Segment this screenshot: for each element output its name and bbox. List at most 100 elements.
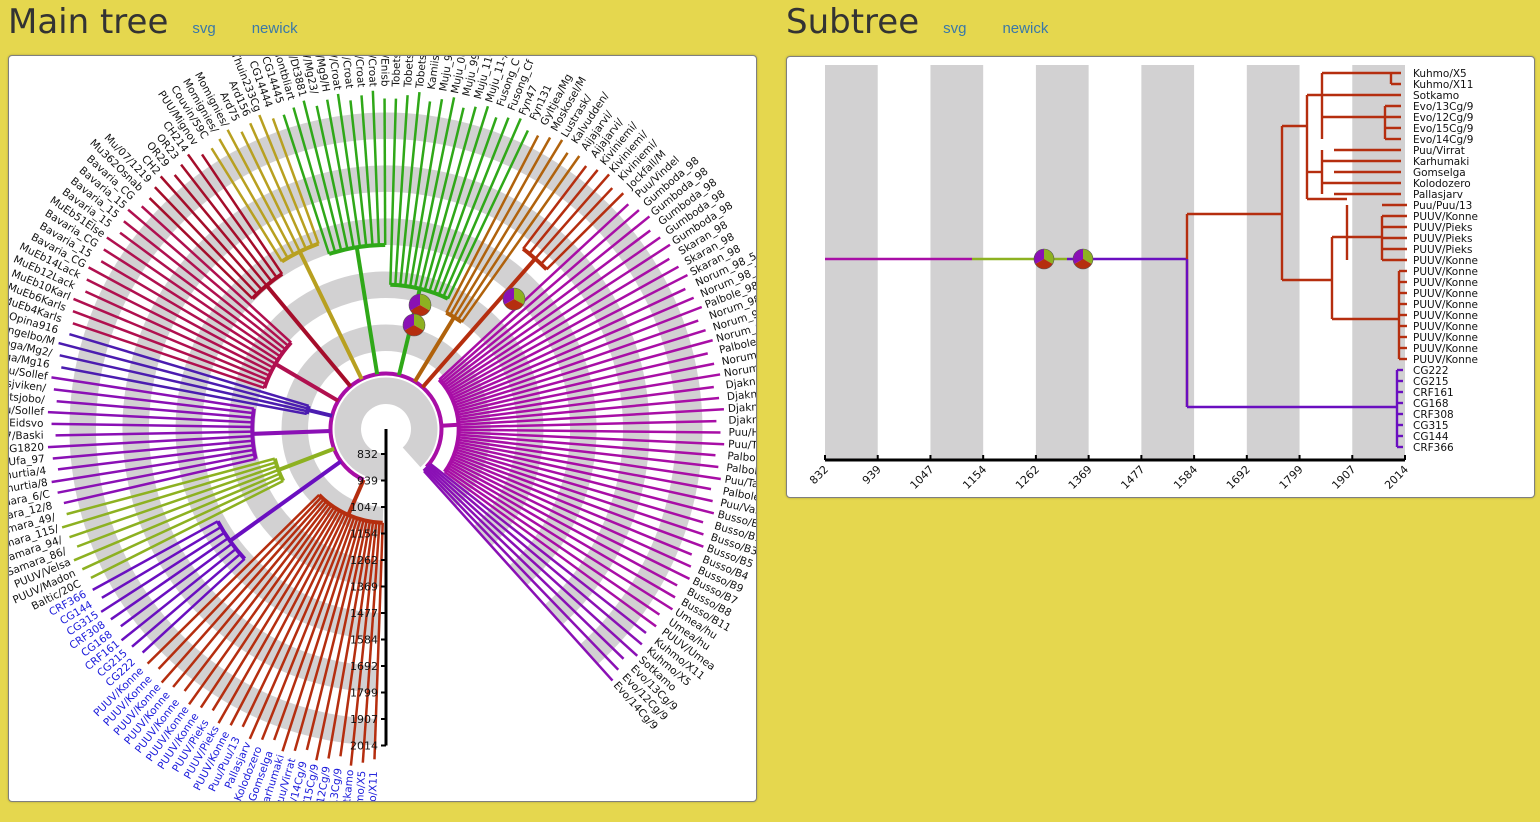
- leaf-branch: [446, 243, 671, 391]
- leaf-label[interactable]: Gomselga: [1413, 167, 1466, 179]
- leaf-label[interactable]: CG315: [1413, 420, 1449, 432]
- leaf-label[interactable]: Fafsjviken/: [9, 376, 47, 394]
- leaf-label[interactable]: CG168: [1413, 398, 1449, 410]
- pie-outline: [1072, 248, 1094, 270]
- leaf-label[interactable]: CG17/Baski: [9, 430, 44, 443]
- subtree-svg-link[interactable]: svg: [943, 20, 967, 37]
- leaf-label[interactable]: Evo/13Cg/9: [1413, 101, 1473, 113]
- leaf-branch: [454, 450, 704, 536]
- leaf-label[interactable]: Tobetsu_60: [390, 56, 404, 88]
- leaf-label[interactable]: Kuhmo/X11: [1413, 79, 1473, 91]
- time-band: [930, 65, 984, 460]
- leaf-branch: [55, 430, 253, 437]
- leaf-label[interactable]: PUUV/Pieks: [1413, 233, 1472, 245]
- leaf-label[interactable]: PUUV/Konne: [1413, 354, 1478, 366]
- leaf-branch: [418, 107, 465, 290]
- leaf-branch: [373, 522, 384, 760]
- leaf-label[interactable]: Pallasjarv: [1413, 189, 1463, 201]
- subtree-newick-link[interactable]: newick: [1002, 20, 1049, 37]
- leaf-branch: [248, 514, 350, 740]
- leaf-label[interactable]: PUUV/Konne: [1413, 321, 1478, 333]
- leaf-branch: [58, 341, 309, 410]
- main-tree-header: Main tree svg newick: [8, 2, 298, 42]
- leaf-branch: [437, 117, 510, 296]
- leaf-label[interactable]: PUUV/Croat: [364, 56, 378, 87]
- leaf-branch: [57, 453, 256, 494]
- clade-arc: [215, 520, 247, 561]
- leaf-label[interactable]: CG222: [1413, 365, 1449, 377]
- leaf-branch: [84, 290, 270, 377]
- leaf-label[interactable]: Sotkamo: [1413, 90, 1459, 102]
- leaf-branch: [425, 467, 625, 660]
- leaf-branch: [454, 319, 699, 407]
- main-newick-link[interactable]: newick: [251, 20, 298, 37]
- leaf-label[interactable]: PUUV/Konne: [1413, 255, 1478, 267]
- leaf-label[interactable]: Kuhmo/X5: [1413, 68, 1467, 80]
- leaf-branch: [140, 205, 292, 344]
- leaf-branch: [450, 460, 691, 580]
- leaf-label[interactable]: Kuhmo/X5: [353, 770, 369, 801]
- leaf-label[interactable]: Evo/15Cg/9: [1413, 123, 1473, 135]
- leaf-label[interactable]: Evo/14Cg/9: [1413, 134, 1473, 146]
- leaf-label[interactable]: Kuhmo/X11: [366, 771, 380, 801]
- leaf-branch: [453, 453, 704, 548]
- leaf-label[interactable]: CG1820: [9, 441, 44, 455]
- leaf-branch: [119, 231, 284, 354]
- leaf-label[interactable]: CG144: [1413, 431, 1449, 443]
- pie-slice: [410, 305, 430, 316]
- leaf-label[interactable]: Karhumaki: [1413, 156, 1469, 168]
- leaf-label[interactable]: PUUV/Konne: [1413, 299, 1478, 311]
- leaf-label[interactable]: CG215: [1413, 376, 1449, 388]
- leaf-branch: [86, 278, 272, 373]
- leaf-branch: [186, 153, 278, 279]
- leaf-branch: [457, 362, 715, 417]
- leaf-branch: [451, 287, 686, 400]
- leaf-branch: [528, 169, 599, 255]
- ancestral-state-pie: [1072, 248, 1094, 270]
- leaf-label[interactable]: Djaknebole: [726, 386, 756, 403]
- leaf-label[interactable]: Tobetsu_2: [402, 56, 417, 89]
- leaf-label[interactable]: PUUV/Pieks: [1413, 244, 1472, 256]
- leaf-label[interactable]: PUUV/Croat: [350, 56, 366, 88]
- leaf-label[interactable]: Puu/Virrat: [1413, 145, 1465, 157]
- leaf-label[interactable]: PUUV/Konne: [1413, 266, 1478, 278]
- pie-outline: [1033, 248, 1055, 270]
- leaf-label[interactable]: Sotkamo: [340, 769, 357, 801]
- main-tree-canvas[interactable]: Kuhmo/X11Kuhmo/X5SotkamoEvo/13Cg/9Evo/12…: [9, 56, 756, 801]
- leaf-label[interactable]: PUUV/Konne: [1413, 211, 1478, 223]
- leaf-label[interactable]: Djaknebole: [728, 400, 756, 415]
- leaf-branch: [452, 455, 693, 556]
- leaf-label[interactable]: CRF308: [1413, 409, 1454, 421]
- leaf-label[interactable]: PUUV/Pieks: [1413, 222, 1472, 234]
- subtree-header: Subtree svg newick: [786, 2, 1048, 42]
- leaf-label[interactable]: PUUV/Konne: [1413, 332, 1478, 344]
- leaf-label[interactable]: PUUV/Konne: [1413, 310, 1478, 322]
- leaf-label[interactable]: PUU/Enisb: [378, 56, 390, 87]
- leaf-label[interactable]: Palbole_98: [727, 450, 756, 466]
- main-svg-link[interactable]: svg: [192, 20, 216, 37]
- leaf-branch: [448, 265, 680, 395]
- leaf-branch: [183, 502, 330, 692]
- leaf-label[interactable]: Puu/Hundsj: [728, 427, 756, 440]
- leaf-label[interactable]: PUUV/Konne: [1413, 277, 1478, 289]
- leaf-label[interactable]: Djaknebole: [728, 413, 756, 426]
- leaf-branch: [241, 513, 347, 728]
- leaf-branch: [457, 440, 712, 491]
- leaf-label[interactable]: Beltsjobo/: [9, 390, 46, 406]
- leaf-label[interactable]: Puu/Sollef: [9, 403, 44, 418]
- leaf-label[interactable]: Puu/Puu/13: [1413, 200, 1472, 212]
- leaf-branch: [51, 376, 255, 410]
- leaf-label[interactable]: CRF366: [1413, 442, 1454, 454]
- leaf-label[interactable]: PUUV/Konne: [1413, 343, 1478, 355]
- leaf-label[interactable]: Puu/Tavels: [728, 438, 756, 452]
- leaf-label[interactable]: Puu/Eidsvo: [9, 417, 44, 430]
- leaf-branch: [61, 366, 307, 416]
- leaf-label[interactable]: Tobetsu/P: [414, 56, 431, 90]
- leaf-label[interactable]: Evo/12Cg/9: [1413, 112, 1473, 124]
- leaf-label[interactable]: PUUV/Konne: [1413, 288, 1478, 300]
- leaf-branch: [457, 373, 721, 419]
- leaf-label[interactable]: Kolodozero: [1413, 178, 1471, 190]
- leaf-branch: [260, 515, 353, 741]
- subtree-canvas[interactable]: Kuhmo/X5Kuhmo/X11SotkamoEvo/13Cg/9Evo/12…: [787, 57, 1534, 497]
- leaf-label[interactable]: CRF161: [1413, 387, 1454, 399]
